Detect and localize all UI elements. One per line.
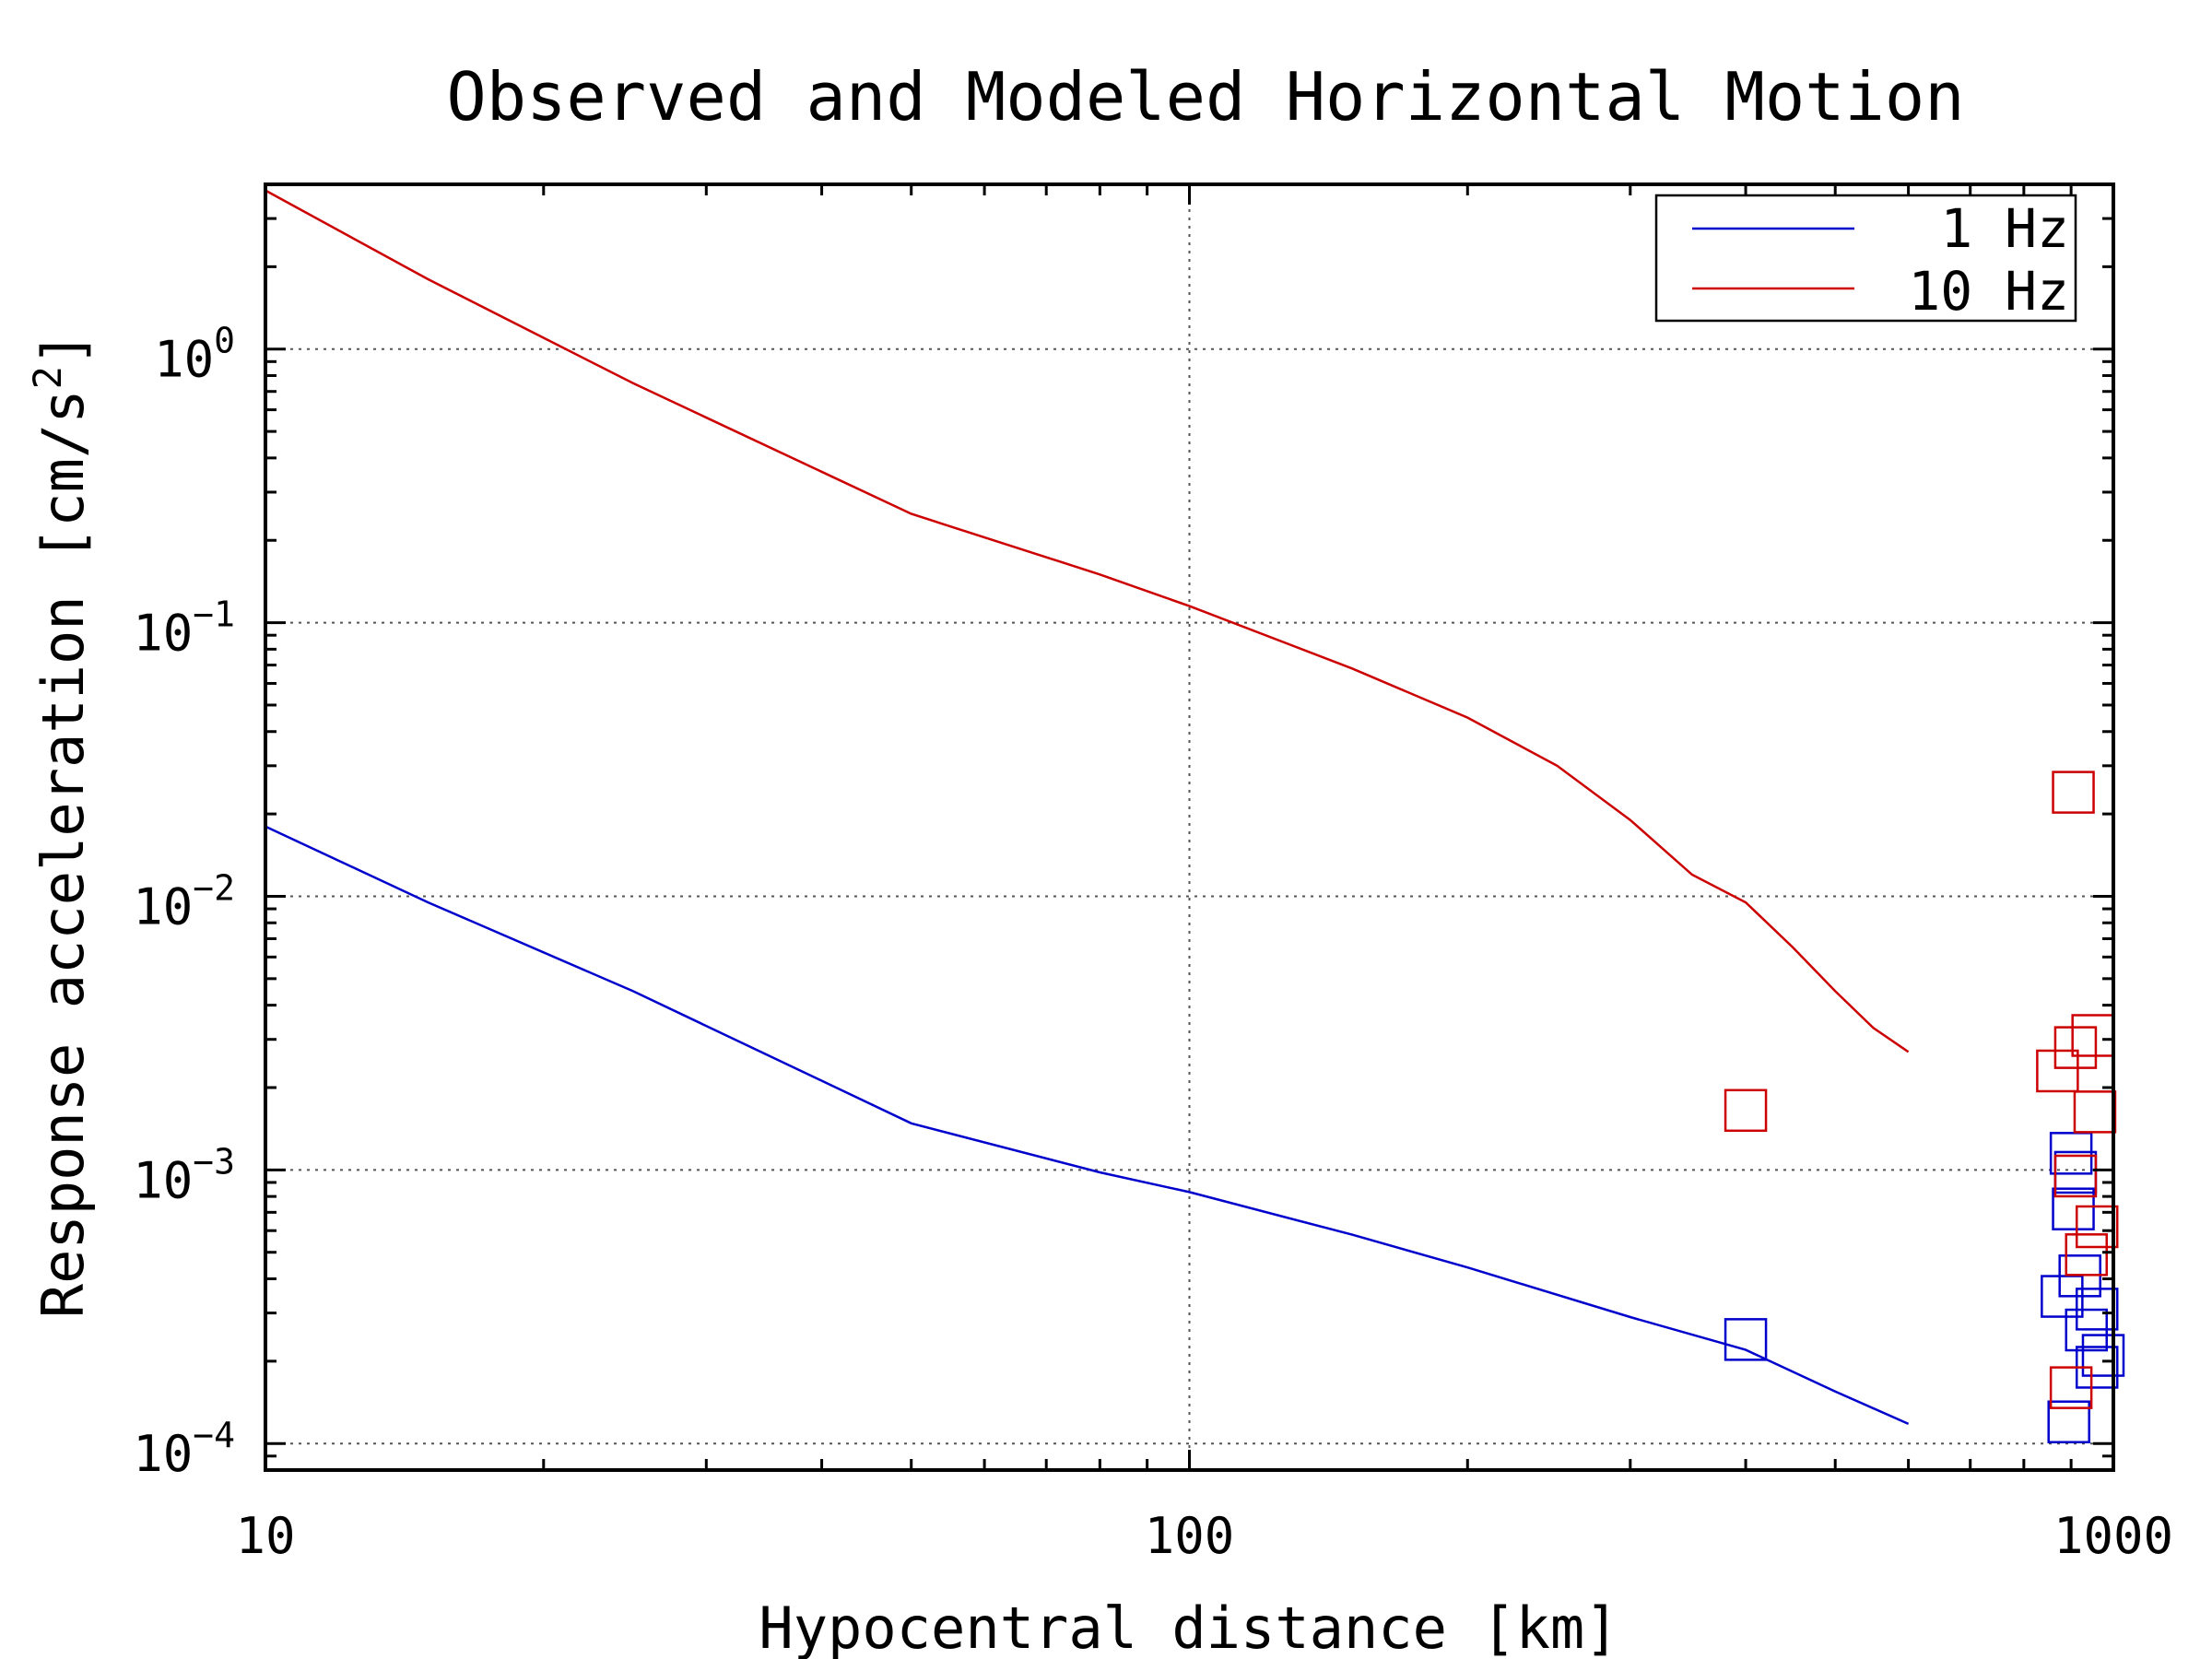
observed-point-10hz <box>2052 771 2095 814</box>
plot-frame <box>264 182 2115 1472</box>
observed-point-10hz <box>2065 1233 2108 1277</box>
observed-point-1hz <box>2081 1334 2125 1377</box>
legend-label-10hz: 10 Hz <box>1908 260 2069 323</box>
y-tick-label: 10−1 <box>133 594 235 663</box>
observed-point-1hz <box>2052 1187 2095 1230</box>
observed-point-10hz <box>2036 1049 2079 1093</box>
observed-point-1hz <box>1724 1318 1768 1361</box>
legend-box <box>1654 194 2077 323</box>
y-tick-label: 10−4 <box>133 1415 235 1483</box>
observed-point-10hz <box>2075 1205 2119 1249</box>
observed-point-1hz <box>2053 1150 2098 1194</box>
y-axis-label: Response acceleration [cm/s2] <box>25 332 97 1318</box>
observed-point-10hz <box>2053 1154 2098 1198</box>
legend: 1 Hz 10 Hz <box>1654 194 2077 323</box>
observed-point-10hz <box>2053 1026 2098 1069</box>
observed-point-10hz <box>2073 1090 2117 1134</box>
observed-point-1hz <box>2047 1400 2090 1443</box>
series-layer <box>265 189 1910 1426</box>
x-tick-label: 100 <box>1145 1507 1235 1565</box>
x-tick-label: 10 <box>235 1507 295 1565</box>
y-tick-label: 10−2 <box>133 867 235 935</box>
observed-point-1hz <box>2049 1132 2093 1175</box>
y-tick-labels: 10−4 10−3 10−2 10−1 100 <box>133 321 235 1483</box>
y-tick-label: 100 <box>154 321 235 389</box>
model-line-10hz <box>265 189 1910 1053</box>
model-line-1hz <box>265 825 1910 1426</box>
x-tick-labels: 10 100 1000 <box>235 1507 2173 1565</box>
observed-point-1hz <box>2075 1288 2119 1331</box>
observed-point-10hz <box>2049 1366 2093 1409</box>
grid-lines <box>265 184 2113 1470</box>
observed-markers <box>1724 771 2125 1443</box>
x-axis-label: Hypocentral distance [km] <box>759 1594 1618 1659</box>
y-tick-label: 10−3 <box>133 1141 235 1209</box>
chart-title: Observed and Modeled Horizontal Motion <box>446 58 1964 135</box>
legend-label-1hz: 1 Hz <box>1940 197 2069 260</box>
x-tick-label: 1000 <box>2053 1507 2173 1565</box>
observed-point-10hz <box>1724 1088 1768 1133</box>
